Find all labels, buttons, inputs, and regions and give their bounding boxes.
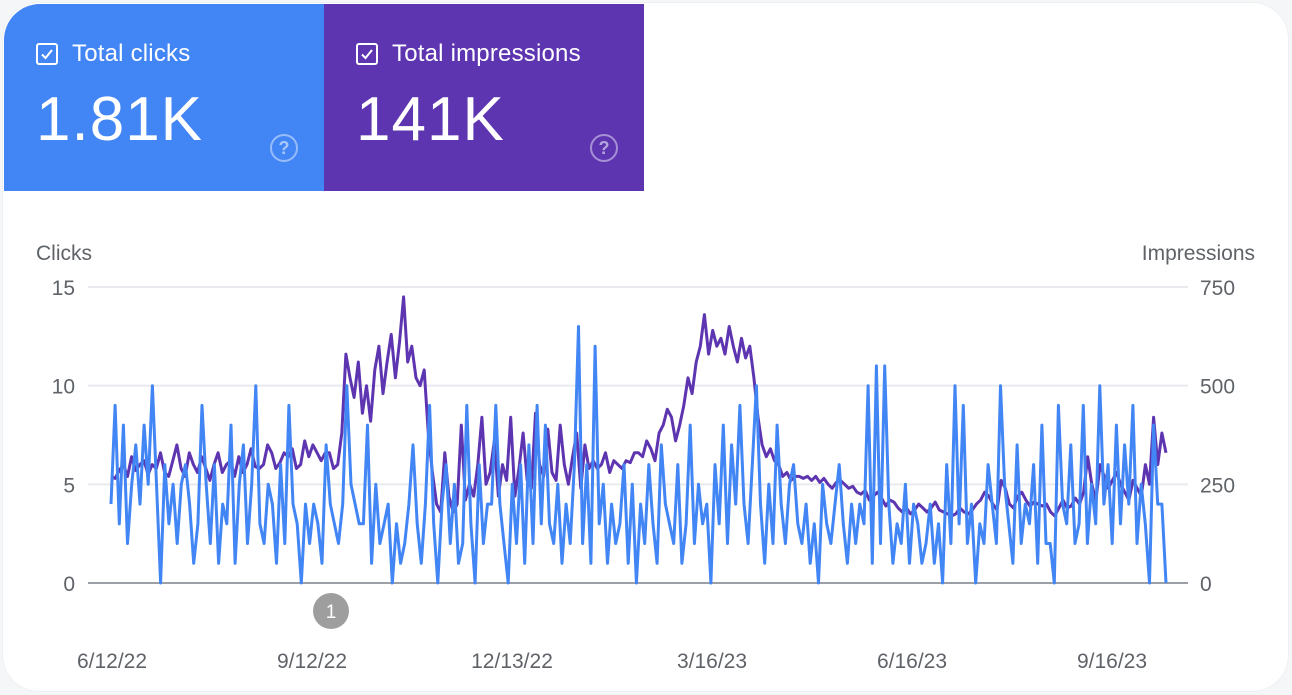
total-clicks-tile[interactable]: Total clicks 1.81K ? bbox=[4, 4, 324, 191]
y2-tick-label: 0 bbox=[1200, 573, 1212, 596]
help-circle-icon[interactable]: ? bbox=[590, 134, 618, 162]
total-impressions-header: Total impressions bbox=[356, 40, 581, 68]
y2-tick-label: 750 bbox=[1200, 277, 1235, 300]
x-tick-label: 9/12/22 bbox=[277, 650, 347, 673]
y2-tick-label: 500 bbox=[1200, 376, 1235, 399]
total-impressions-label: Total impressions bbox=[392, 40, 581, 67]
x-tick-label: 12/13/22 bbox=[471, 650, 553, 673]
total-clicks-checkbox[interactable] bbox=[36, 43, 58, 65]
x-tick-label: 6/16/23 bbox=[877, 650, 947, 673]
annotation-marker[interactable]: 1 bbox=[313, 593, 349, 629]
checkmark-icon bbox=[361, 49, 373, 60]
total-impressions-checkbox[interactable] bbox=[356, 43, 378, 65]
series-line-clicks bbox=[109, 325, 1168, 585]
y-tick-label: 15 bbox=[52, 277, 75, 300]
y-tick-label: 5 bbox=[63, 474, 75, 497]
y-tick-label: 0 bbox=[63, 573, 75, 596]
total-clicks-header: Total clicks bbox=[36, 40, 190, 68]
y-tick-label: 10 bbox=[52, 376, 75, 399]
y-axis-title-clicks: Clicks bbox=[36, 242, 92, 265]
total-impressions-value: 141K bbox=[356, 85, 505, 154]
performance-card: Total clicks 1.81K ? Total impressions 1… bbox=[3, 3, 1288, 691]
total-clicks-value: 1.81K bbox=[36, 85, 204, 154]
annotation-circle[interactable] bbox=[313, 593, 349, 629]
total-impressions-tile[interactable]: Total impressions 141K ? bbox=[324, 4, 644, 191]
x-tick-label: 9/16/23 bbox=[1077, 650, 1147, 673]
checkmark-icon bbox=[41, 49, 53, 60]
y-axis-title-impressions: Impressions bbox=[1142, 242, 1255, 265]
total-clicks-label: Total clicks bbox=[72, 40, 191, 67]
annotation-label: 1 bbox=[326, 602, 337, 623]
x-tick-label: 6/12/22 bbox=[77, 650, 147, 673]
series-line-impressions bbox=[110, 295, 1168, 518]
x-tick-label: 3/16/23 bbox=[677, 650, 747, 673]
help-circle-icon[interactable]: ? bbox=[270, 134, 298, 162]
y2-tick-label: 250 bbox=[1200, 474, 1235, 497]
